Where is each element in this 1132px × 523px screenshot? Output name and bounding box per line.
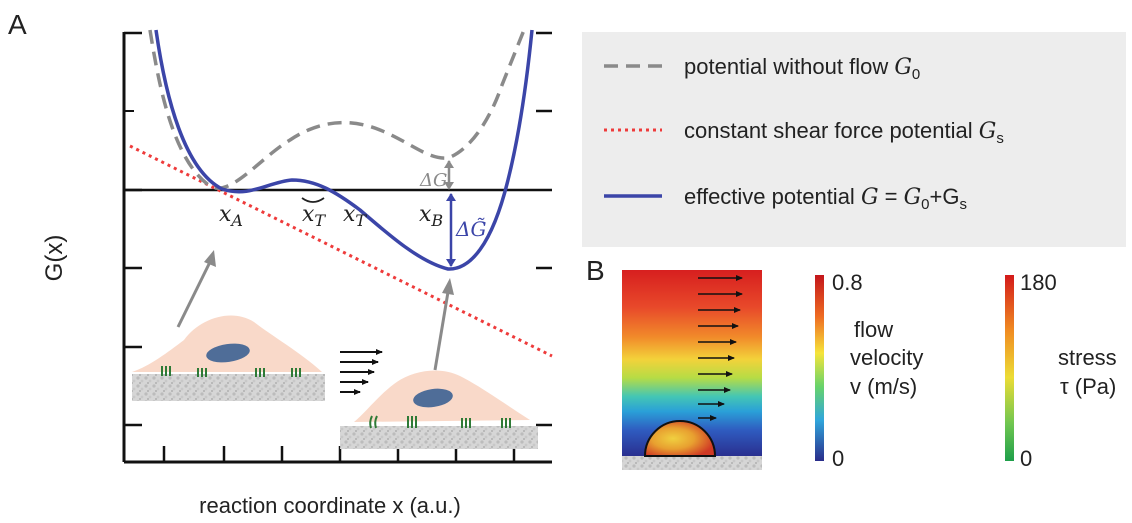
legend-background (582, 32, 1126, 247)
stress-colorbar-max: 180 (1020, 270, 1057, 295)
svg-text:xT: xT (343, 202, 367, 230)
receptors (161, 366, 301, 377)
point-x-t: xT (343, 202, 367, 230)
stress-colorbar-min: 0 (1020, 446, 1032, 471)
velocity-colorbar-label-line1: flow (854, 317, 893, 342)
cell-illustration-no-flow (132, 315, 325, 401)
velocity-colorbar-label-line3: v (m/s) (850, 374, 917, 399)
svg-text:xA: xA (219, 202, 243, 230)
svg-text:xT: xT (302, 202, 326, 230)
substrate (340, 426, 538, 449)
stress-colorbar: 180 0 stress τ (Pa) (1005, 270, 1117, 471)
plot-frame (122, 31, 552, 464)
velocity-colorbar-label-line2: velocity (850, 345, 923, 370)
cell-illustration-with-flow (340, 370, 538, 449)
legend: potential without flow G0 constant shear… (582, 32, 1126, 247)
legend-item-effective: effective potential G = G0+Gs (684, 184, 967, 213)
point-x-b: xB (419, 202, 443, 230)
panel-a-label: A (8, 9, 27, 40)
legend-item-no-flow: potential without flow G0 (684, 54, 920, 83)
stress-colorbar-gradient (1005, 275, 1014, 461)
pointer-arrow-right (433, 278, 454, 371)
stress-colorbar-label-line1: stress (1058, 345, 1117, 370)
shear-potential-curve (129, 144, 553, 358)
panel-b-label: B (586, 255, 605, 286)
velocity-colorbar-min: 0 (832, 446, 844, 471)
flow-arrows (340, 349, 383, 395)
point-x-t-tilde: xT (301, 197, 326, 230)
pointer-arrow-left (176, 250, 216, 328)
cell-nucleus (413, 388, 453, 408)
point-x-a: xA (219, 202, 243, 230)
y-axis-label: G(x) (41, 235, 68, 282)
delta-g-tilde-label: ΔG̃ (455, 217, 486, 241)
simulation-substrate (622, 456, 762, 470)
delta-g-label: ΔG (419, 170, 447, 191)
simulated-cell (643, 420, 717, 457)
velocity-colorbar-gradient (815, 275, 824, 461)
stress-colorbar-label-line2: τ (Pa) (1060, 374, 1116, 399)
effective-potential-curve (154, 29, 534, 271)
velocity-vectors (698, 275, 743, 421)
svg-text:xB: xB (419, 202, 443, 230)
legend-item-shear: constant shear force potential Gs (684, 118, 1004, 147)
cell-body (132, 315, 322, 372)
cell-nucleus (206, 343, 250, 363)
delta-g-tilde-arrow (446, 193, 456, 267)
delta-g-arrow (444, 160, 454, 190)
receptors (369, 415, 511, 429)
no-flow-potential-curve (148, 29, 526, 190)
velocity-colorbar-max: 0.8 (832, 270, 863, 295)
x-axis-label: reaction coordinate x (a.u.) (199, 493, 461, 518)
substrate (132, 374, 325, 401)
velocity-colorbar: 0.8 0 flow velocity v (m/s) (815, 270, 923, 471)
flow-simulation (622, 270, 762, 470)
